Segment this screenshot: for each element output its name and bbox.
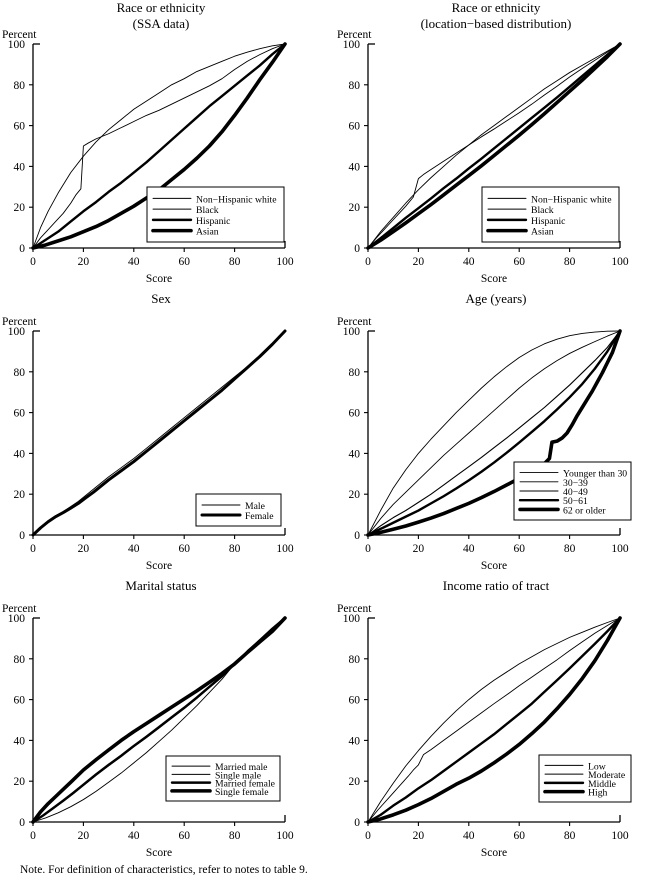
svg-text:Race or ethnicity: Race or ethnicity [452,0,541,15]
svg-text:Hispanic: Hispanic [531,216,565,227]
svg-text:80: 80 [14,654,26,666]
svg-text:80: 80 [14,80,26,92]
svg-text:80: 80 [349,80,361,92]
svg-text:80: 80 [349,367,361,379]
svg-text:100: 100 [8,326,26,338]
svg-text:80: 80 [229,543,241,555]
svg-text:40: 40 [14,448,26,460]
svg-text:20: 20 [413,256,425,268]
svg-text:Sex: Sex [151,291,171,306]
svg-text:Non−Hispanic white: Non−Hispanic white [531,194,612,205]
svg-text:Hispanic: Hispanic [196,216,230,227]
svg-text:40: 40 [14,161,26,173]
svg-text:40: 40 [128,543,140,555]
svg-text:Female: Female [245,511,274,522]
svg-text:60: 60 [349,408,361,420]
svg-text:20: 20 [413,543,425,555]
svg-text:Score: Score [146,560,172,572]
svg-text:100: 100 [8,613,26,625]
svg-text:Asian: Asian [196,227,219,238]
svg-text:20: 20 [14,776,26,788]
svg-text:100: 100 [276,830,294,842]
svg-text:80: 80 [349,654,361,666]
svg-text:20: 20 [78,543,90,555]
svg-text:100: 100 [611,830,629,842]
svg-text:Income ratio of tract: Income ratio of tract [443,578,550,593]
svg-text:0: 0 [354,243,360,255]
svg-text:0: 0 [30,256,36,268]
svg-text:Asian: Asian [531,227,554,238]
svg-text:0: 0 [365,543,371,555]
svg-text:60: 60 [14,408,26,420]
svg-text:40: 40 [349,735,361,747]
svg-text:100: 100 [343,39,361,51]
svg-text:60: 60 [513,256,525,268]
svg-text:40: 40 [349,448,361,460]
svg-text:40: 40 [463,256,475,268]
svg-text:Marital status: Marital status [125,578,196,593]
svg-text:60: 60 [178,543,190,555]
svg-text:100: 100 [343,613,361,625]
svg-text:Single female: Single female [215,787,269,798]
svg-text:100: 100 [276,256,294,268]
svg-text:60: 60 [349,121,361,133]
svg-text:40: 40 [349,161,361,173]
svg-text:60: 60 [349,695,361,707]
svg-text:0: 0 [365,830,371,842]
svg-text:100: 100 [8,39,26,51]
svg-text:Race or ethnicity: Race or ethnicity [117,0,206,15]
svg-text:(SSA data): (SSA data) [133,16,190,31]
svg-text:40: 40 [463,830,475,842]
svg-text:20: 20 [14,202,26,214]
svg-text:Age (years): Age (years) [466,291,527,306]
svg-text:60: 60 [513,830,525,842]
svg-text:20: 20 [349,489,361,501]
svg-text:Non−Hispanic white: Non−Hispanic white [196,194,277,205]
svg-text:80: 80 [229,830,241,842]
svg-text:60: 60 [178,830,190,842]
svg-text:0: 0 [354,817,360,829]
svg-text:20: 20 [413,830,425,842]
svg-text:20: 20 [78,256,90,268]
svg-text:80: 80 [564,256,576,268]
svg-text:Black: Black [196,205,219,216]
svg-text:0: 0 [19,530,25,542]
svg-text:60: 60 [14,121,26,133]
svg-text:0: 0 [354,530,360,542]
svg-text:Score: Score [146,273,172,285]
svg-text:60: 60 [178,256,190,268]
svg-text:100: 100 [611,256,629,268]
svg-text:20: 20 [349,202,361,214]
svg-text:60: 60 [513,543,525,555]
svg-text:0: 0 [365,256,371,268]
svg-text:80: 80 [229,256,241,268]
svg-text:40: 40 [128,256,140,268]
svg-text:40: 40 [14,735,26,747]
svg-text:80: 80 [564,543,576,555]
svg-text:20: 20 [78,830,90,842]
svg-text:Black: Black [531,205,554,216]
svg-text:(location−based distribution): (location−based distribution) [421,16,572,31]
svg-text:40: 40 [128,830,140,842]
svg-text:60: 60 [14,695,26,707]
svg-text:100: 100 [343,326,361,338]
svg-text:20: 20 [349,776,361,788]
svg-text:0: 0 [30,543,36,555]
svg-text:20: 20 [14,489,26,501]
svg-text:100: 100 [611,543,629,555]
svg-text:80: 80 [14,367,26,379]
svg-text:Score: Score [146,847,172,859]
svg-text:0: 0 [19,243,25,255]
svg-text:100: 100 [276,543,294,555]
svg-text:62 or older: 62 or older [563,505,606,516]
svg-text:Score: Score [481,560,507,572]
svg-text:Score: Score [481,847,507,859]
svg-text:80: 80 [564,830,576,842]
svg-text:High: High [588,788,608,799]
svg-text:40: 40 [463,543,475,555]
svg-text:0: 0 [30,830,36,842]
svg-text:Score: Score [481,273,507,285]
svg-text:0: 0 [19,817,25,829]
